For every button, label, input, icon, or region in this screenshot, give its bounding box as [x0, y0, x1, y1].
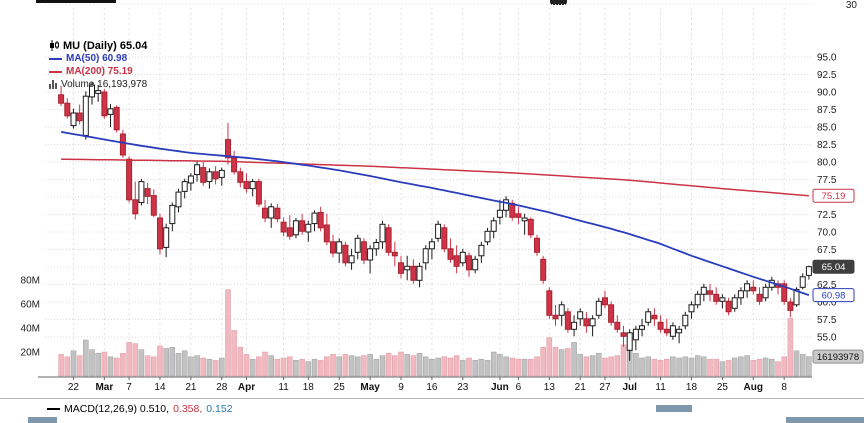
svg-text:95.0: 95.0 [817, 53, 837, 64]
svg-text:85.0: 85.0 [817, 123, 837, 134]
svg-text:40M: 40M [21, 324, 40, 335]
svg-text:20M: 20M [21, 348, 40, 359]
svg-text:80M: 80M [21, 276, 40, 287]
svg-text:72.5: 72.5 [817, 210, 837, 221]
ma200-line [61, 158, 809, 197]
volume-legend-row: Volume 16,193,978 [49, 78, 147, 91]
ma200-legend-row: MA(200) 75.19 [49, 65, 147, 78]
svg-text:70.0: 70.0 [817, 228, 837, 239]
svg-text:18: 18 [686, 382, 698, 393]
svg-text:87.5: 87.5 [817, 105, 837, 116]
svg-text:7: 7 [126, 382, 132, 393]
macd-signal-value: 0.358, [173, 403, 203, 415]
svg-text:11: 11 [655, 382, 666, 393]
macd-label: MACD(12,26,9) 0.510, [64, 403, 170, 415]
next-panel-fragment-right [786, 417, 864, 423]
macd-histogram-value: 0.152 [206, 403, 233, 415]
svg-text:55.0: 55.0 [817, 333, 837, 344]
svg-text:13: 13 [544, 382, 556, 393]
svg-text:Apr: Apr [238, 382, 255, 393]
gridlines [45, 4, 812, 376]
svg-text:18: 18 [303, 382, 315, 393]
svg-text:16: 16 [426, 382, 438, 393]
prev-panel-line-fragment [36, 0, 116, 3]
svg-text:Aug: Aug [744, 382, 763, 393]
svg-text:80.0: 80.0 [817, 158, 837, 169]
svg-text:75.19: 75.19 [822, 191, 846, 202]
svg-text:60.98: 60.98 [822, 291, 846, 302]
svg-text:27: 27 [599, 382, 611, 393]
svg-text:23: 23 [457, 382, 469, 393]
svg-text:25: 25 [717, 382, 729, 393]
svg-text:16193978: 16193978 [817, 352, 859, 363]
macd-legend: MACD(12,26,9) 0.510, 0.358, 0.152 [47, 403, 233, 415]
chart-legend: MU (Daily) 65.04 MA(50) 60.98 MA(200) 75… [49, 39, 147, 91]
svg-text:22: 22 [68, 382, 80, 393]
svg-text:Jul: Jul [622, 382, 637, 393]
svg-text:Mar: Mar [95, 382, 113, 393]
svg-text:90.0: 90.0 [817, 88, 837, 99]
volume-bars [58, 289, 812, 377]
svg-text:65.04: 65.04 [822, 262, 846, 273]
candlestick-icon [49, 40, 60, 51]
svg-text:Jun: Jun [491, 382, 509, 393]
volume-label: Volume 16,193,978 [61, 79, 148, 90]
next-panel-fragment-mid [656, 405, 692, 412]
svg-text:25: 25 [334, 382, 346, 393]
macd-line-icon [47, 408, 60, 410]
svg-text:92.5: 92.5 [817, 70, 837, 81]
svg-text:11: 11 [278, 382, 289, 393]
ma50-legend-row: MA(50) 60.98 [49, 52, 147, 65]
svg-text:14: 14 [154, 382, 166, 393]
ma50-line [60, 131, 810, 296]
prev-panel-fragment [550, 0, 567, 5]
svg-text:21: 21 [575, 382, 587, 393]
symbol-legend-row: MU (Daily) 65.04 [49, 39, 147, 52]
next-panel-fragment-left [28, 417, 57, 423]
svg-text:60M: 60M [21, 300, 40, 311]
svg-text:21: 21 [185, 382, 197, 393]
svg-text:57.5: 57.5 [817, 315, 837, 326]
ma50-line-icon [49, 57, 62, 60]
svg-text:60.0: 60.0 [817, 298, 837, 309]
axis-callouts: 75.19 65.04 60.98 16193978 [812, 188, 864, 364]
svg-text:62.5: 62.5 [817, 280, 837, 291]
svg-text:77.5: 77.5 [817, 175, 837, 186]
svg-text:6: 6 [516, 382, 522, 393]
x-axis: 22 Mar 7 14 21 28 Apr 11 18 25 May 9 16 23 Jun 6 13 21 27 J… [38, 376, 812, 393]
volume-axis-labels: 80M 60M 40M 20M [21, 276, 40, 359]
ma200-line-icon [49, 70, 62, 73]
volume-bars-icon [49, 80, 57, 89]
panel-divider [0, 398, 864, 399]
rsi-level-label: 30 [845, 0, 857, 11]
svg-text:9: 9 [398, 382, 404, 393]
svg-text:67.5: 67.5 [817, 245, 837, 256]
candles [58, 82, 812, 361]
svg-text:28: 28 [216, 382, 228, 393]
svg-text:May: May [360, 382, 380, 393]
svg-text:82.5: 82.5 [817, 140, 837, 151]
symbol-label: MU (Daily) 65.04 [63, 39, 148, 52]
svg-text:8: 8 [781, 382, 787, 393]
ma200-label: MA(200) 75.19 [66, 66, 133, 77]
ma50-label: MA(50) 60.98 [66, 53, 128, 64]
